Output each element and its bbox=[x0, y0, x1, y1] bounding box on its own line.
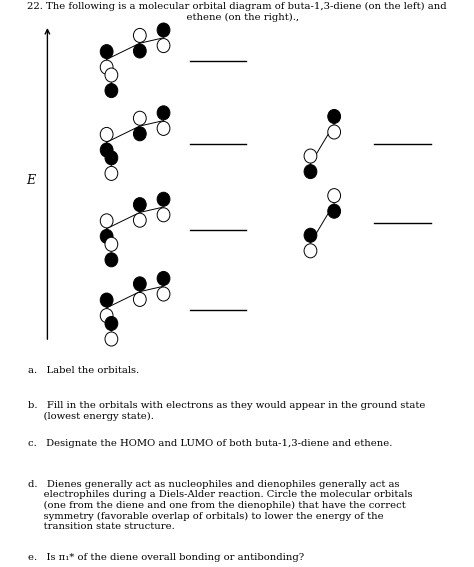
Ellipse shape bbox=[105, 253, 118, 267]
Text: d.   Dienes generally act as nucleophiles and dienophiles generally act as
     : d. Dienes generally act as nucleophiles … bbox=[28, 480, 413, 531]
Ellipse shape bbox=[105, 237, 118, 251]
Ellipse shape bbox=[105, 68, 118, 82]
Ellipse shape bbox=[134, 28, 146, 43]
Text: e.   Is π₁* of the diene overall bonding or antibonding?: e. Is π₁* of the diene overall bonding o… bbox=[28, 552, 305, 561]
Ellipse shape bbox=[157, 287, 170, 301]
Ellipse shape bbox=[157, 208, 170, 222]
Ellipse shape bbox=[157, 106, 170, 120]
Ellipse shape bbox=[157, 39, 170, 53]
Ellipse shape bbox=[304, 164, 317, 179]
Ellipse shape bbox=[100, 214, 113, 228]
Ellipse shape bbox=[328, 109, 340, 124]
Ellipse shape bbox=[304, 229, 317, 242]
Ellipse shape bbox=[157, 121, 170, 136]
Ellipse shape bbox=[105, 316, 118, 331]
Ellipse shape bbox=[304, 244, 317, 258]
Ellipse shape bbox=[105, 166, 118, 180]
Text: ethene (on the right).,: ethene (on the right)., bbox=[174, 12, 300, 22]
Ellipse shape bbox=[157, 272, 170, 285]
Ellipse shape bbox=[100, 293, 113, 307]
Text: 22. The following is a molecular orbital diagram of buta-1,3-diene (on the left): 22. The following is a molecular orbital… bbox=[27, 2, 447, 11]
Ellipse shape bbox=[100, 143, 113, 157]
Ellipse shape bbox=[105, 332, 118, 346]
Ellipse shape bbox=[105, 83, 118, 98]
Ellipse shape bbox=[304, 149, 317, 163]
Text: E: E bbox=[26, 174, 36, 187]
Ellipse shape bbox=[100, 60, 113, 74]
Text: b.   Fill in the orbitals with electrons as they would appear in the ground stat: b. Fill in the orbitals with electrons a… bbox=[28, 401, 426, 421]
Ellipse shape bbox=[134, 198, 146, 211]
Ellipse shape bbox=[134, 111, 146, 125]
Ellipse shape bbox=[134, 213, 146, 227]
Ellipse shape bbox=[100, 230, 113, 243]
Ellipse shape bbox=[157, 192, 170, 206]
Ellipse shape bbox=[328, 189, 340, 202]
Text: a.   Label the orbitals.: a. Label the orbitals. bbox=[28, 366, 139, 375]
Ellipse shape bbox=[328, 204, 340, 218]
Ellipse shape bbox=[134, 277, 146, 291]
Text: c.   Designate the HOMO and LUMO of both buta-1,3-diene and ethene.: c. Designate the HOMO and LUMO of both b… bbox=[28, 439, 393, 448]
Ellipse shape bbox=[100, 308, 113, 323]
Ellipse shape bbox=[134, 293, 146, 306]
Ellipse shape bbox=[134, 127, 146, 141]
Ellipse shape bbox=[134, 44, 146, 58]
Ellipse shape bbox=[100, 45, 113, 58]
Ellipse shape bbox=[105, 151, 118, 165]
Ellipse shape bbox=[328, 125, 340, 139]
Ellipse shape bbox=[157, 23, 170, 37]
Ellipse shape bbox=[100, 128, 113, 141]
